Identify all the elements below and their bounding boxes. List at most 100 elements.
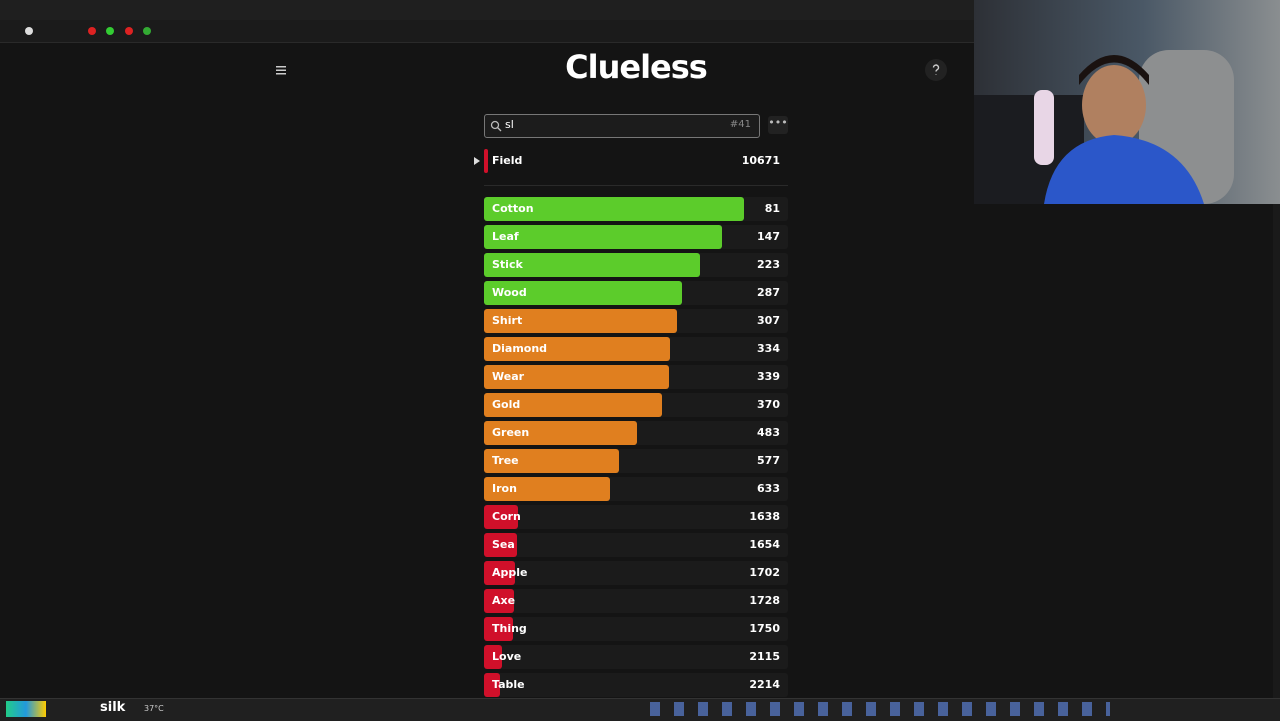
guess-rank: 577 — [757, 454, 780, 467]
guess-word: Field — [492, 154, 523, 167]
rank-bar — [484, 309, 678, 333]
guess-row: Green 483 — [484, 421, 788, 445]
icon[interactable] — [88, 27, 96, 35]
rank-bar — [484, 197, 744, 221]
browser-tabs — [0, 0, 974, 20]
more-button[interactable]: ••• — [768, 116, 788, 134]
guess-rank: 287 — [757, 286, 780, 299]
guess-word: Shirt — [492, 314, 523, 327]
expand-arrow[interactable] — [473, 156, 481, 166]
guess-row: Sea 1654 — [484, 533, 788, 557]
guess-word: Green — [492, 426, 530, 439]
guess-rank: 2214 — [749, 678, 780, 691]
guess-rank: 10671 — [741, 154, 780, 167]
guess-row: Shirt 307 — [484, 309, 788, 333]
guess-word: Iron — [492, 482, 517, 495]
guess-word: Corn — [492, 510, 521, 523]
guess-rank: 483 — [757, 426, 780, 439]
rank-bar — [484, 393, 662, 417]
webcam-overlay — [974, 0, 1280, 204]
guess-rank: 1728 — [749, 594, 780, 607]
guess-word: Leaf — [492, 230, 519, 243]
guess-rank: 81 — [764, 202, 780, 215]
help-icon[interactable] — [924, 58, 948, 82]
rank-bar — [484, 505, 518, 529]
scrollbar[interactable] — [1273, 204, 1280, 698]
rank-bar — [484, 673, 500, 697]
guess-word: Wear — [492, 370, 525, 383]
rank-bar — [484, 617, 513, 641]
guess-row: Stick 223 — [484, 253, 788, 277]
taskbar: silk 37°C — [0, 698, 1280, 721]
guess-rank: 633 — [757, 482, 780, 495]
guess-row: Diamond 334 — [484, 337, 788, 361]
guess-rank: 1638 — [749, 510, 780, 523]
guess-rank: 147 — [757, 230, 780, 243]
rank-bar — [484, 253, 700, 277]
rank-bar — [484, 561, 515, 585]
guess-row: Wood 287 — [484, 281, 788, 305]
guess-rank: 1654 — [749, 538, 780, 551]
guess-row: Table 2214 — [484, 673, 788, 697]
guess-row: Iron 633 — [484, 477, 788, 501]
menu-icon[interactable] — [275, 65, 287, 75]
browser-toolbar — [0, 20, 974, 43]
guess-count: #41 — [729, 119, 751, 130]
guess-word: Sea — [492, 538, 515, 551]
guess-input[interactable]: sl #41 — [484, 114, 760, 138]
guess-rank: 1702 — [749, 566, 780, 579]
rank-bar — [484, 645, 502, 669]
guess-rank: 307 — [757, 314, 780, 327]
last-guess-row: Field 10671 — [484, 149, 788, 173]
rank-bar — [484, 225, 723, 249]
guess-word: Table — [492, 678, 525, 691]
guess-row: Gold 370 — [484, 393, 788, 417]
taskbar-icons[interactable] — [650, 702, 1110, 716]
guess-row: Tree 577 — [484, 449, 788, 473]
search-icon — [490, 120, 502, 132]
guess-word: Diamond — [492, 342, 548, 355]
rank-bar — [484, 365, 670, 389]
guess-row: Cotton 81 — [484, 197, 788, 221]
icon[interactable] — [106, 27, 114, 35]
app-text: silk — [100, 700, 126, 715]
guess-word: Thing — [492, 622, 527, 635]
guess-word: Apple — [492, 566, 528, 579]
rank-bar — [484, 149, 488, 173]
icon[interactable] — [143, 27, 151, 35]
guess-rank: 339 — [757, 370, 780, 383]
guess-row: Apple 1702 — [484, 561, 788, 585]
guess-rank: 1750 — [749, 622, 780, 635]
guess-word: Gold — [492, 398, 521, 411]
query-text: sl — [505, 118, 514, 131]
guess-row: Thing 1750 — [484, 617, 788, 641]
guess-word: Axe — [492, 594, 516, 607]
rank-bar — [484, 449, 620, 473]
rank-bar — [484, 421, 638, 445]
guess-row: Love 2115 — [484, 645, 788, 669]
rank-bar — [484, 281, 683, 305]
guess-word: Love — [492, 650, 522, 663]
icon[interactable] — [125, 27, 133, 35]
guess-row: Leaf 147 — [484, 225, 788, 249]
rank-bar — [484, 477, 610, 501]
guess-rank: 334 — [757, 342, 780, 355]
weather: 37°C — [144, 704, 164, 713]
guess-rank: 2115 — [749, 650, 780, 663]
separator — [484, 185, 788, 186]
rank-bar — [484, 337, 671, 361]
icon[interactable] — [25, 27, 33, 35]
guess-rank: 223 — [757, 258, 780, 271]
guess-row: Corn 1638 — [484, 505, 788, 529]
guess-word: Cotton — [492, 202, 534, 215]
rank-bar — [484, 533, 517, 557]
guess-word: Stick — [492, 258, 523, 271]
guess-word: Tree — [492, 454, 519, 467]
game-title: Clueless — [565, 48, 708, 86]
webcam-image — [974, 50, 1234, 204]
guess-word: Wood — [492, 286, 527, 299]
guess-rank: 370 — [757, 398, 780, 411]
guess-row: Wear 339 — [484, 365, 788, 389]
rank-bar — [484, 589, 514, 613]
taskbar-logo — [6, 701, 46, 717]
